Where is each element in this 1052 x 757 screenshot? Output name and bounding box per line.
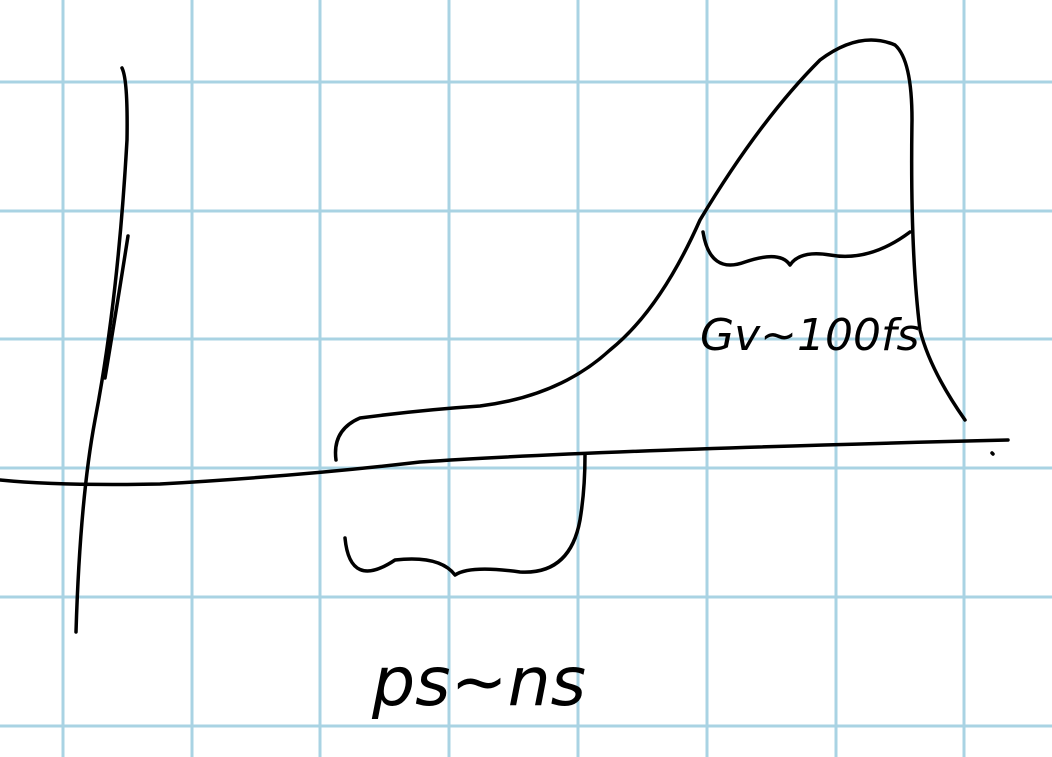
vertical-axis [74, 66, 129, 634]
axis-stroke [103, 234, 130, 380]
lower-brace [343, 453, 587, 577]
upper-label: Gv~100fs [700, 310, 919, 361]
upper-brace [701, 230, 912, 267]
lower-label: ps~ns [371, 643, 586, 722]
horizontal-axis [0, 438, 1010, 487]
distribution-curve [333, 38, 967, 462]
drawing: Gv~100fs ps~ns [0, 38, 1010, 722]
axis-dot [990, 451, 995, 456]
